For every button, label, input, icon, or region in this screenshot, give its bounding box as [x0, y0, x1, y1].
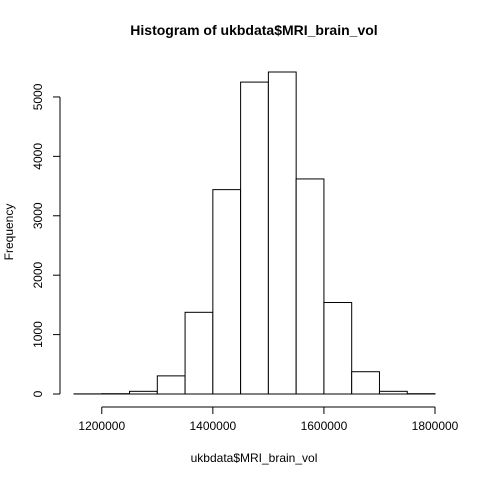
x-axis: 1200000 1400000 1600000 1800000: [78, 406, 459, 433]
histogram-bar: [212, 189, 242, 395]
histogram-bar: [295, 178, 325, 395]
x-tick-label: 1400000: [189, 419, 236, 433]
histogram-bar: [240, 81, 269, 395]
y-tick-label: 2000: [31, 262, 45, 289]
y-axis-label: Frequency: [2, 204, 16, 261]
histogram-bar: [351, 371, 380, 395]
y-tick-label: 5000: [31, 83, 45, 110]
y-tick-label: 0: [31, 390, 45, 397]
histogram-bar: [129, 390, 158, 395]
x-tick-label: 1600000: [301, 419, 348, 433]
y-tick-label: 4000: [31, 143, 45, 170]
y-tick-label: 3000: [31, 202, 45, 229]
y-axis: 0 1000 2000 3000 4000 5000: [31, 83, 61, 397]
x-tick-label: 1800000: [412, 419, 459, 433]
y-tick-label: 1000: [31, 321, 45, 348]
histogram-bar: [267, 71, 297, 395]
histogram-bar: [184, 311, 214, 395]
histogram-bar: [156, 375, 186, 395]
chart-title: Histogram of ukbdata$MRI_brain_vol: [130, 22, 377, 38]
histogram-bar: [378, 390, 408, 395]
bars-group: [73, 71, 436, 395]
x-axis-label: ukbdata$MRI_brain_vol: [191, 451, 318, 465]
histogram-bar: [323, 302, 353, 395]
x-tick-label: 1200000: [78, 419, 125, 433]
